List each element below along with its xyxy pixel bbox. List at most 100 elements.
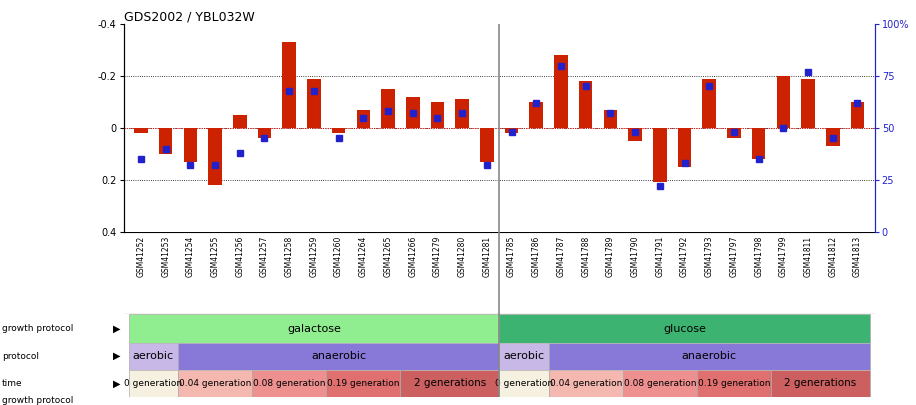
Bar (851, 102, 865, 128)
Text: ▶: ▶ (113, 351, 120, 361)
Text: GSM41258: GSM41258 (285, 236, 294, 277)
Text: GSM41792: GSM41792 (680, 236, 689, 277)
Text: GSM41256: GSM41256 (235, 236, 245, 277)
Bar (400, 370, 499, 397)
Text: GSM41785: GSM41785 (507, 236, 516, 277)
Bar (499, 343, 549, 370)
Text: GSM41789: GSM41789 (605, 236, 615, 277)
Bar (752, 128, 766, 159)
Bar (604, 110, 617, 128)
Bar (208, 128, 222, 185)
Text: 2 generations: 2 generations (414, 378, 485, 388)
Bar (356, 110, 370, 128)
Bar (128, 343, 178, 370)
Bar (623, 370, 697, 397)
Text: GSM41265: GSM41265 (384, 236, 393, 277)
Bar (178, 343, 499, 370)
Text: 0 generation: 0 generation (495, 379, 553, 388)
Text: 0.08 generation: 0.08 generation (253, 379, 325, 388)
Text: GSM41799: GSM41799 (779, 236, 788, 277)
Bar (178, 370, 252, 397)
Text: glucose: glucose (663, 324, 706, 334)
Text: aerobic: aerobic (133, 351, 174, 361)
Text: 2 generations: 2 generations (784, 378, 856, 388)
Bar (579, 81, 593, 128)
Bar (406, 97, 420, 128)
Bar (158, 128, 172, 154)
Text: 0.19 generation: 0.19 generation (698, 379, 770, 388)
Text: GSM41280: GSM41280 (458, 236, 466, 277)
Text: GSM41790: GSM41790 (630, 236, 639, 277)
Text: GSM41264: GSM41264 (359, 236, 368, 277)
Text: GSM41788: GSM41788 (581, 236, 590, 277)
Text: ▶: ▶ (113, 378, 120, 388)
Text: GSM41791: GSM41791 (655, 236, 664, 277)
Bar (307, 79, 321, 128)
Text: 0.04 generation: 0.04 generation (179, 379, 251, 388)
Text: aerobic: aerobic (504, 351, 544, 361)
Text: galactose: galactose (287, 324, 341, 334)
Text: GSM41253: GSM41253 (161, 236, 170, 277)
Bar (554, 55, 568, 128)
Bar (128, 370, 178, 397)
Text: 0 generation: 0 generation (125, 379, 182, 388)
Bar (653, 128, 667, 182)
Text: GSM41281: GSM41281 (483, 236, 491, 277)
Bar (431, 102, 444, 128)
Bar (628, 128, 642, 141)
Text: growth protocol: growth protocol (2, 324, 73, 333)
Bar (697, 370, 771, 397)
Text: GSM41266: GSM41266 (409, 236, 418, 277)
Text: GSM41793: GSM41793 (704, 236, 714, 277)
Text: time: time (2, 379, 23, 388)
Bar (233, 115, 246, 128)
Text: GSM41811: GSM41811 (803, 236, 812, 277)
Bar (549, 343, 870, 370)
Bar (257, 128, 271, 138)
Text: GDS2002 / YBL032W: GDS2002 / YBL032W (124, 10, 255, 23)
Text: 0.04 generation: 0.04 generation (550, 379, 622, 388)
Bar (499, 314, 870, 343)
Text: anaerobic: anaerobic (311, 351, 366, 361)
Bar (326, 370, 400, 397)
Bar (455, 99, 469, 128)
Bar (381, 89, 395, 128)
Text: GSM41252: GSM41252 (136, 236, 146, 277)
Bar (771, 370, 870, 397)
Text: GSM41257: GSM41257 (260, 236, 269, 277)
Bar (703, 79, 716, 128)
Bar (183, 128, 197, 162)
Bar (480, 128, 494, 162)
Bar (332, 128, 345, 133)
Bar (727, 128, 741, 138)
Bar (549, 370, 623, 397)
Text: GSM41797: GSM41797 (729, 236, 738, 277)
Bar (802, 79, 815, 128)
Text: GSM41812: GSM41812 (828, 236, 837, 277)
Bar (499, 370, 549, 397)
Bar (529, 102, 543, 128)
Text: GSM41279: GSM41279 (433, 236, 442, 277)
Bar (826, 128, 840, 146)
Text: ▶: ▶ (113, 324, 120, 334)
Bar (777, 76, 791, 128)
Text: GSM41260: GSM41260 (334, 236, 344, 277)
Text: GSM41813: GSM41813 (853, 236, 862, 277)
Text: GSM41787: GSM41787 (557, 236, 565, 277)
Text: growth protocol: growth protocol (2, 396, 73, 405)
Text: GSM41259: GSM41259 (310, 236, 319, 277)
Bar (134, 128, 147, 133)
Bar (505, 128, 518, 133)
Text: 0.19 generation: 0.19 generation (327, 379, 399, 388)
Text: GSM41255: GSM41255 (211, 236, 220, 277)
Bar (678, 128, 692, 167)
Bar (128, 314, 499, 343)
Text: GSM41786: GSM41786 (532, 236, 540, 277)
Text: 0.08 generation: 0.08 generation (624, 379, 696, 388)
Text: GSM41254: GSM41254 (186, 236, 195, 277)
Text: GSM41798: GSM41798 (754, 236, 763, 277)
Bar (282, 43, 296, 128)
Text: protocol: protocol (2, 352, 38, 361)
Bar (252, 370, 326, 397)
Text: anaerobic: anaerobic (682, 351, 736, 361)
